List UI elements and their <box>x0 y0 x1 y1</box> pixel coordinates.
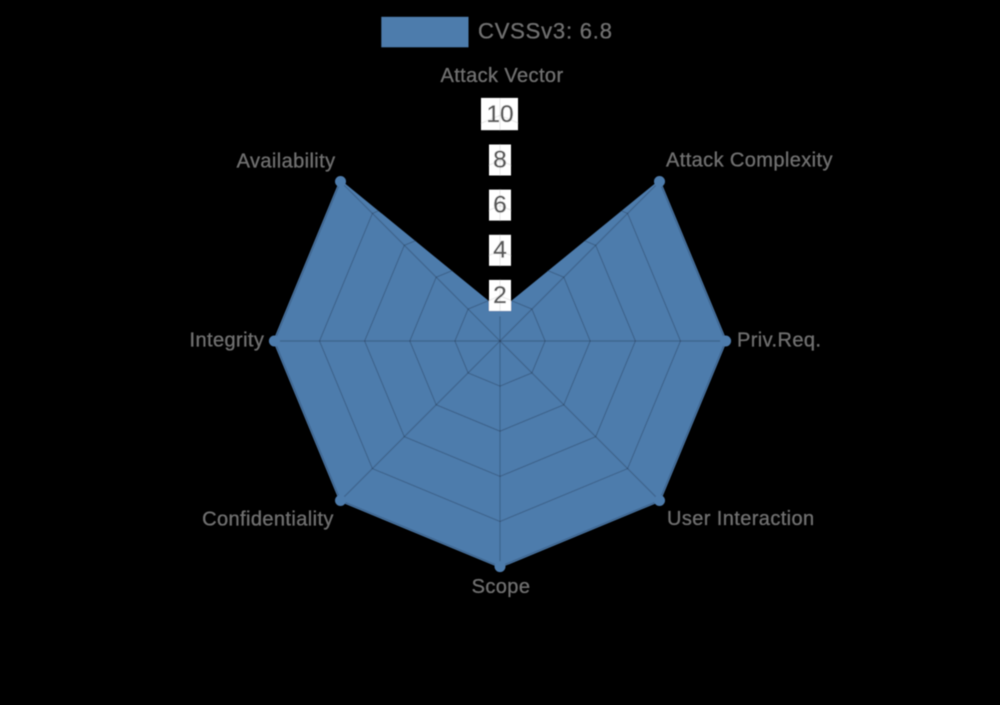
svg-text:10: 10 <box>486 101 513 128</box>
svg-text:Priv.Req.: Priv.Req. <box>737 330 821 352</box>
svg-text:User Interaction: User Interaction <box>667 508 815 530</box>
svg-text:2: 2 <box>493 282 507 309</box>
svg-text:Scope: Scope <box>472 576 531 598</box>
svg-text:4: 4 <box>493 237 507 264</box>
svg-text:6: 6 <box>493 192 507 219</box>
svg-text:Confidentiality: Confidentiality <box>202 509 334 531</box>
svg-text:Attack Complexity: Attack Complexity <box>666 150 833 172</box>
svg-text:Integrity: Integrity <box>190 330 265 352</box>
svg-text:8: 8 <box>493 146 507 173</box>
svg-text:CVSSv3: 6.8: CVSSv3: 6.8 <box>478 18 613 43</box>
svg-text:Availability: Availability <box>237 151 336 173</box>
svg-text:Attack Vector: Attack Vector <box>440 65 563 87</box>
